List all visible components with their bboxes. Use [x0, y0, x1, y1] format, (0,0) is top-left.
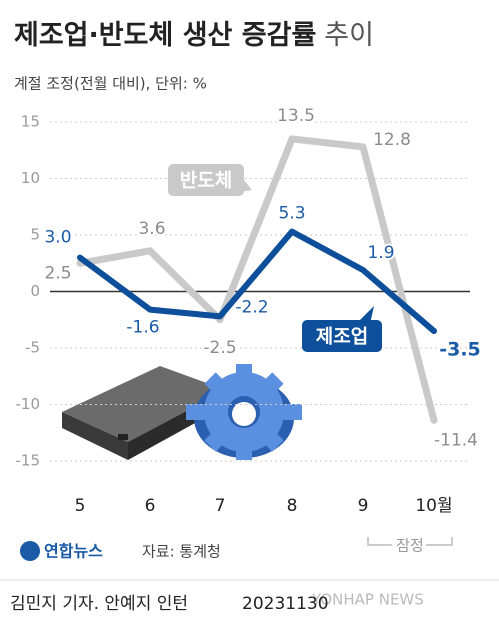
x-tick-label: 5 — [75, 496, 86, 516]
y-tick-label: -15 — [16, 452, 41, 470]
series-line — [76, 135, 438, 424]
legend-pointer — [358, 306, 374, 324]
value-label: -3.5 — [439, 339, 481, 361]
illustration — [62, 364, 302, 460]
provisional-bracket — [367, 537, 453, 546]
chart-title: 제조업·반도체 생산 증감률 추이 — [14, 20, 374, 51]
title-suffix: 추이 — [324, 20, 374, 51]
credit: 김민지 기자. 안예지 인턴 — [10, 594, 188, 614]
value-label: 12.8 — [373, 130, 411, 150]
series-line — [77, 228, 437, 335]
value-label: 2.5 — [44, 263, 71, 283]
source: 자료: 통계청 — [142, 543, 221, 561]
legend-box — [302, 320, 382, 352]
value-label: -2.2 — [235, 297, 268, 317]
y-tick-label: 15 — [21, 113, 40, 131]
logo-icon — [20, 541, 40, 561]
value-label: 3.0 — [44, 228, 71, 248]
legend-box — [168, 164, 244, 196]
subtitle: 계절 조정(전월 대비), 단위: % — [14, 75, 207, 93]
legend-label: 반도체 — [180, 170, 232, 192]
y-tick-label: -10 — [16, 395, 41, 413]
value-label: 5.3 — [278, 204, 305, 224]
y-tick-label: 5 — [30, 226, 40, 244]
value-label: 3.6 — [138, 219, 165, 239]
y-tick-label: 10 — [21, 169, 40, 187]
title-main: 제조업·반도체 생산 증감률 — [14, 20, 316, 51]
date: 20231130 — [242, 594, 329, 614]
y-tick-label: 0 — [30, 282, 40, 300]
logo: 연합뉴스 — [44, 542, 103, 561]
y-tick-label: -5 — [25, 339, 40, 357]
watermark: YONHAP NEWS — [311, 591, 424, 609]
x-tick-label: 10월 — [415, 496, 452, 516]
value-label: 1.9 — [367, 243, 394, 263]
value-label: 13.5 — [277, 106, 315, 126]
legend-label: 제조업 — [316, 326, 368, 348]
plot: 15 10 5 0 -5 -10 -15 5 6 7 8 9 10월 2.5 3.6 -2.5 13.5 12.8… — [16, 104, 483, 516]
x-tick-label: 9 — [358, 496, 369, 516]
x-tick-label: 6 — [145, 496, 156, 516]
x-tick-label: 7 — [215, 496, 226, 516]
value-label: -1.6 — [126, 318, 159, 338]
value-label: -2.5 — [203, 338, 236, 358]
annotation: 잠정 — [396, 537, 424, 555]
x-tick-label: 8 — [287, 496, 298, 516]
value-label: -11.4 — [434, 430, 478, 450]
